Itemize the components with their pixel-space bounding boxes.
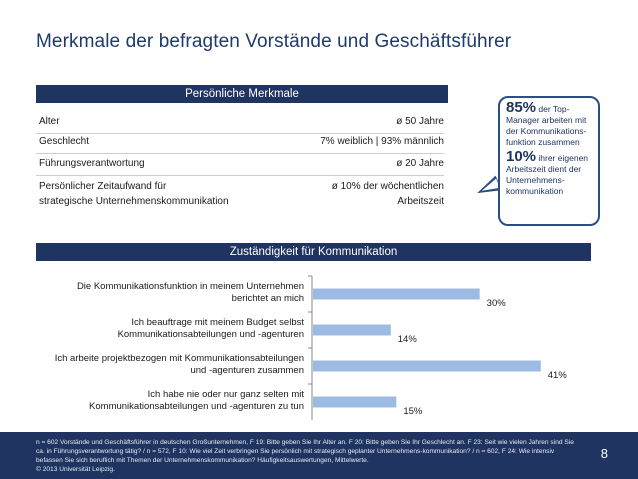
footer: n = 602 Vorstände und Geschäftsführer in… (0, 432, 638, 479)
row-value-line2: Arbeitszeit (397, 196, 444, 207)
category-label-1-line2: berichtet an mich (232, 293, 304, 304)
row-label: Geschlecht (39, 136, 90, 147)
page-number: 8 (600, 446, 608, 461)
category-label-3-line1: Ich arbeite projektbezogen mit Kommunika… (55, 353, 304, 364)
category-label-2-line1: Ich beauftrage mit meinem Budget selbst (131, 317, 304, 328)
row-label: Alter (39, 116, 60, 127)
value-label-1: 30% (487, 298, 507, 309)
value-label-2: 14% (398, 334, 418, 345)
stat-85-text: der Top-Manager arbeiten mit der Kommuni… (506, 104, 587, 147)
row-zeitaufwand: Persönlicher Zeitaufwand für strategisch… (36, 180, 444, 210)
bar-4 (313, 396, 397, 408)
row-label: Führungsverantwortung (39, 158, 145, 169)
bar-1 (313, 288, 480, 300)
page-title: Merkmale der befragten Vorstände und Ges… (36, 31, 512, 52)
stat-10-text: ihrer eigenen Arbeitszeit dient der Unte… (506, 153, 589, 196)
category-label-4-line2: Kommunikationsabteilungen und -agenturen… (89, 401, 304, 412)
row-label: Persönlicher Zeitaufwand für (39, 181, 167, 192)
row-value: ø 50 Jahre (396, 116, 444, 127)
category-label-3-line2: und -agenturen zusammen (190, 365, 304, 376)
section-header-personal: Persönliche Merkmale (36, 85, 448, 103)
row-value: 7% weiblich | 93% männlich (320, 136, 444, 147)
row-fuehrung: Führungsverantwortung ø 20 Jahre (36, 157, 444, 176)
stat-callout: 85% der Top-Manager arbeiten mit der Kom… (498, 96, 600, 226)
row-alter: Alter ø 50 Jahre (36, 115, 444, 134)
copyright: © 2013 Universität Leipzig. (36, 466, 115, 473)
section-header-responsibility: Zuständigkeit für Kommunikation (36, 243, 591, 261)
stat-85: 85% (506, 99, 537, 116)
category-label-2-line2: Kommunikationsabteilungen und -agenturen (118, 329, 304, 340)
footnote: n = 602 Vorstände und Geschäftsführer in… (36, 438, 576, 474)
category-label-1-line1: Die Kommunikationsfunktion in meinem Unt… (77, 281, 304, 292)
bar-3 (313, 360, 541, 372)
row-geschlecht: Geschlecht 7% weiblich | 93% männlich (36, 135, 444, 154)
value-label-4: 15% (403, 406, 423, 417)
bar-2 (313, 324, 391, 336)
row-value: ø 20 Jahre (396, 158, 444, 169)
value-label-3: 41% (548, 370, 568, 381)
row-label-line2: strategische Unternehmenskommunikation (39, 196, 229, 207)
responsibility-bar-chart: 30% Die Kommunikationsfunktion in meinem … (55, 275, 568, 420)
footnote-text: n = 602 Vorstände und Geschäftsführer in… (36, 439, 574, 464)
row-value: ø 10% der wöchentlichen (331, 181, 444, 192)
stat-10: 10% (506, 148, 537, 165)
category-label-4-line1: Ich habe nie oder nur ganz selten mit (148, 389, 305, 400)
